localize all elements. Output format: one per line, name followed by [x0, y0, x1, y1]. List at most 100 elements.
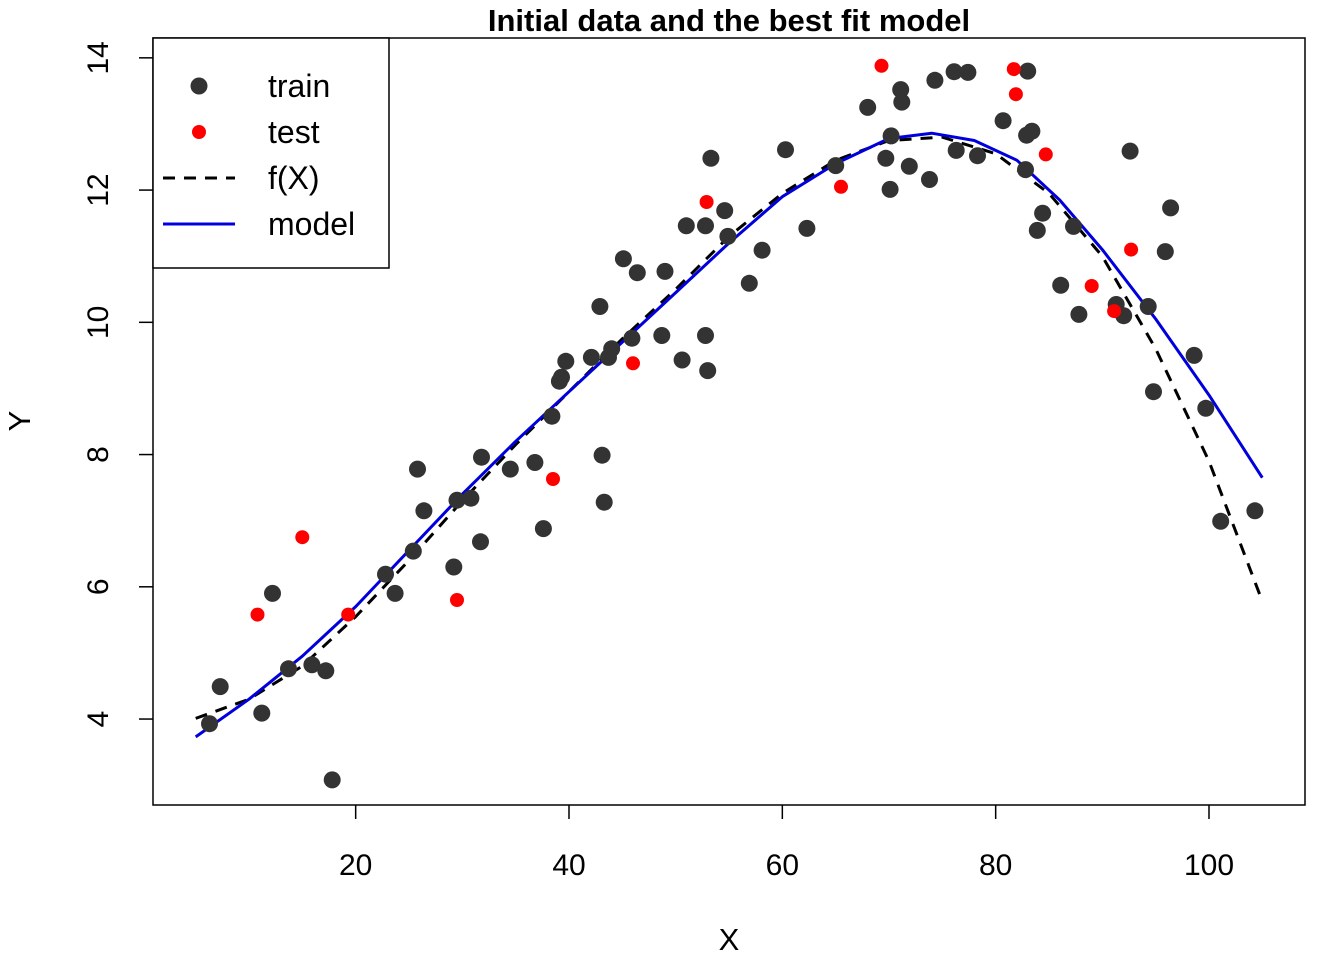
data-point-train: [673, 351, 691, 369]
x-axis-label: X: [719, 922, 740, 957]
data-point-train: [553, 368, 570, 386]
data-point-train: [827, 157, 845, 175]
data-point-train: [921, 171, 938, 188]
data-point-train: [753, 241, 771, 259]
data-point-train: [448, 491, 466, 509]
data-point-train: [280, 660, 297, 678]
data-point-test: [250, 607, 265, 622]
legend-label: f(X): [268, 160, 320, 196]
legend-box: [152, 37, 390, 269]
data-point-train: [1034, 204, 1052, 222]
data-point-test: [1124, 242, 1139, 257]
data-point-train: [653, 327, 671, 344]
x-tick-label: 100: [1184, 849, 1234, 882]
data-point-test: [546, 472, 560, 486]
x-tick-label: 20: [339, 849, 372, 882]
data-point-test: [1084, 279, 1099, 293]
data-point-train: [526, 454, 544, 471]
legend-marker: [190, 77, 208, 95]
y-tick-label: 8: [82, 446, 115, 463]
y-tick-label: 10: [82, 306, 115, 339]
legend: train test f(X) model: [152, 37, 390, 269]
data-point-train: [740, 274, 758, 292]
x-tick-label: 40: [552, 849, 585, 882]
data-point-train: [386, 584, 404, 602]
data-point-train: [926, 71, 944, 89]
data-point-test: [1107, 304, 1122, 319]
data-point-train: [1017, 161, 1034, 179]
data-point-train: [614, 250, 632, 268]
data-point-train: [543, 407, 561, 425]
data-point-train: [404, 542, 422, 560]
plot-frame: [152, 37, 1306, 806]
legend-label: test: [268, 114, 320, 150]
data-point-test: [295, 530, 310, 545]
data-point-train: [969, 147, 986, 165]
y-tick-label: 4: [82, 711, 115, 728]
data-point-train: [859, 98, 877, 116]
data-point-train: [1185, 346, 1203, 364]
y-tick-label: 14: [82, 41, 115, 74]
data-point-train: [1070, 305, 1088, 323]
data-point-train: [377, 565, 394, 583]
data-point-test: [450, 593, 464, 607]
data-point-train: [472, 533, 489, 551]
data-point-test: [834, 179, 848, 194]
data-point-train: [777, 141, 794, 159]
data-point-train: [445, 558, 463, 576]
data-point-train: [1156, 243, 1174, 261]
data-point-train: [1145, 383, 1162, 401]
data-point-train: [994, 112, 1012, 130]
data-point-train: [1197, 399, 1215, 417]
data-point-train: [623, 329, 641, 347]
data-point-train: [677, 217, 695, 235]
data-point-train: [656, 262, 674, 280]
data-point-train: [603, 340, 621, 358]
data-point-train: [947, 141, 965, 159]
data-point-test: [699, 195, 714, 209]
data-point-train: [882, 127, 900, 145]
data-point-train: [881, 180, 899, 198]
data-point-train: [1065, 217, 1082, 235]
data-point-train: [473, 448, 490, 466]
y-axis: 4 6 8 10 12 14: [82, 41, 153, 727]
data-point-train: [303, 656, 321, 674]
data-point-train: [900, 157, 918, 175]
data-point-train: [462, 489, 480, 507]
data-point-train: [582, 348, 600, 366]
x-tick-label: 60: [766, 849, 799, 882]
chart-title: Initial data and the best fit model: [488, 3, 970, 38]
data-point-train: [1162, 199, 1180, 217]
x-axis: 20 40 60 80 100: [339, 805, 1234, 882]
data-point-train: [1121, 142, 1139, 160]
data-point-train: [702, 149, 720, 167]
data-point-train: [892, 81, 910, 99]
data-point-train: [1246, 502, 1264, 520]
data-point-train: [1212, 512, 1230, 530]
data-point-train: [1052, 276, 1070, 294]
data-point-test: [341, 607, 356, 622]
data-point-train: [1023, 122, 1041, 140]
data-point-train: [877, 149, 895, 167]
data-point-train: [716, 202, 734, 220]
data-point-train: [798, 219, 816, 237]
data-point-train: [1028, 221, 1046, 239]
data-point-train: [211, 678, 229, 696]
data-point-train: [534, 520, 552, 538]
data-point-train: [697, 327, 714, 344]
data-point-train: [893, 93, 911, 111]
data-point-train: [264, 584, 281, 602]
data-point-train: [699, 362, 717, 380]
data-point-train: [415, 502, 433, 520]
data-point-train: [1019, 62, 1037, 80]
data-point-train: [1139, 298, 1157, 315]
series-points: [201, 58, 1264, 789]
data-point-test: [1006, 62, 1021, 77]
legend-label: train: [268, 68, 330, 104]
data-point-train: [557, 352, 575, 370]
data-point-test: [626, 356, 640, 371]
data-point-train: [959, 63, 977, 81]
y-tick-label: 6: [82, 578, 115, 595]
data-point-train: [719, 227, 737, 245]
